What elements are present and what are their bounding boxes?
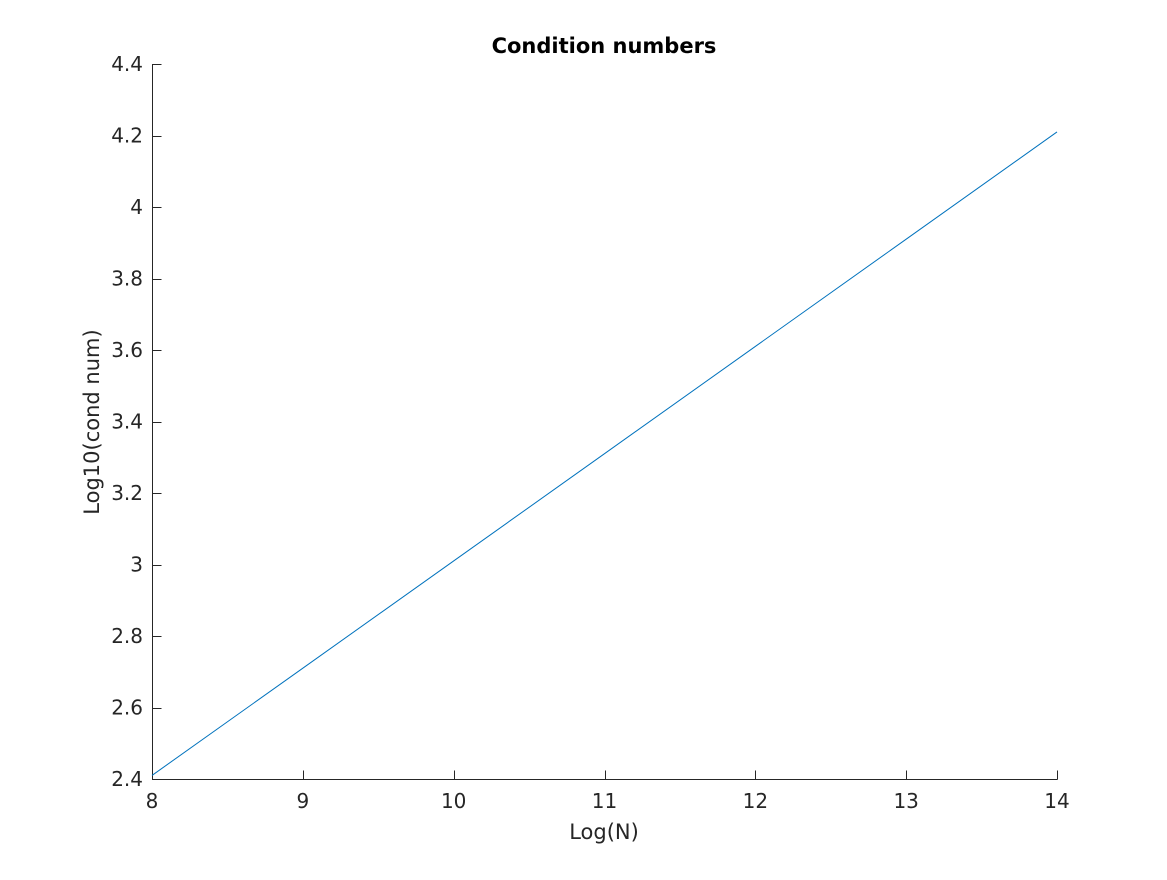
x-axis-label: Log(N)	[569, 820, 639, 844]
series-group	[151, 131, 1058, 776]
y-tick-label: 3.4	[111, 410, 143, 434]
y-tick-label: 2.8	[111, 624, 143, 648]
y-tick-label: 4	[130, 195, 143, 219]
y-ticks: 2.4 2.6 2.8 3 3.2 3.4 3.6 3.8 4 4.2 4.4	[111, 52, 162, 791]
y-axis-label: Log10(cond num)	[80, 329, 104, 514]
x-tick-label: 9	[296, 789, 309, 813]
y-tick-label: 3.2	[111, 481, 143, 505]
x-tick-label: 14	[1044, 789, 1069, 813]
chart-title: Condition numbers	[492, 34, 717, 58]
x-tick-label: 8	[146, 789, 159, 813]
y-tick-label: 3	[130, 553, 143, 577]
x-ticks: 8 9 10 11 12 13 14	[146, 770, 1070, 813]
x-tick-label: 10	[441, 789, 466, 813]
y-tick-label: 2.4	[111, 767, 143, 791]
y-tick-label: 4.2	[111, 124, 143, 148]
y-tick-label: 4.4	[111, 52, 143, 76]
x-tick-label: 13	[893, 789, 918, 813]
y-tick-label: 3.6	[111, 338, 143, 362]
x-tick-label: 11	[592, 789, 617, 813]
y-tick-label: 2.6	[111, 696, 143, 720]
y-tick-label: 3.8	[111, 267, 143, 291]
x-tick-label: 12	[743, 789, 768, 813]
series-line	[151, 131, 1058, 776]
axes	[152, 64, 1058, 780]
